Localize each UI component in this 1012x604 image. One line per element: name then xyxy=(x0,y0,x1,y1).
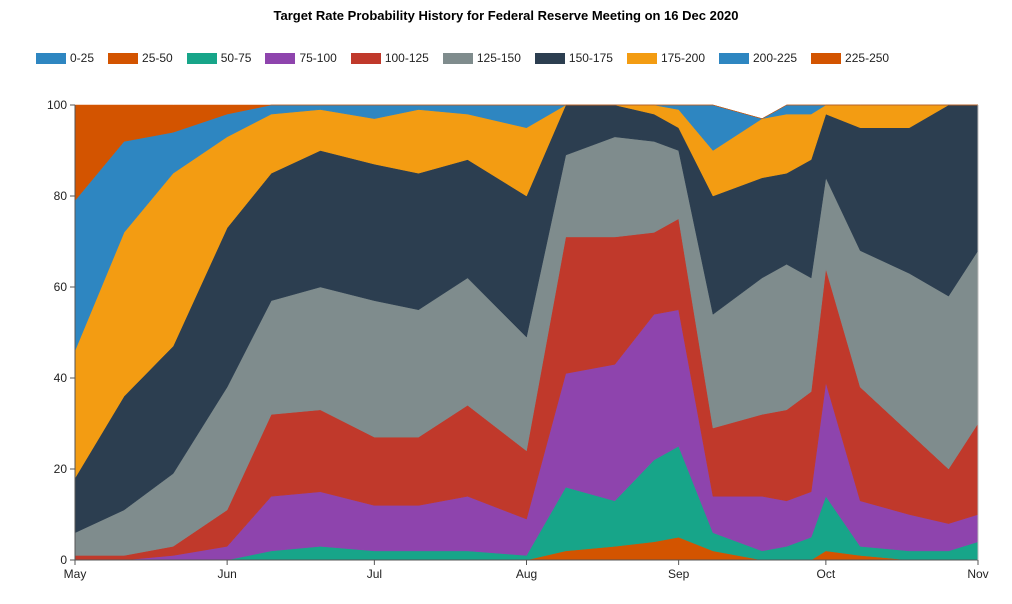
legend-item: 225-250 xyxy=(811,49,889,67)
y-tick-label: 40 xyxy=(54,371,68,385)
legend-item: 200-225 xyxy=(719,49,797,67)
legend-item: 50-75 xyxy=(186,49,252,67)
legend-swatch xyxy=(719,52,749,64)
legend-label: 0-25 xyxy=(70,51,95,65)
legend-label: 175-200 xyxy=(660,51,705,65)
legend-label: 100-125 xyxy=(384,51,429,65)
y-tick-label: 20 xyxy=(54,462,68,476)
legend-swatch xyxy=(108,52,139,64)
legend: 0-25 25-50 50-75 75-100 100-125 125-150 150-17… xyxy=(36,49,903,67)
area-series xyxy=(74,104,978,202)
y-tick-label: 80 xyxy=(54,189,68,203)
x-tick-label: Oct xyxy=(817,567,836,581)
legend-swatch xyxy=(442,52,473,64)
legend-label: 25-50 xyxy=(142,51,173,65)
legend-label: 200-225 xyxy=(753,51,798,65)
legend-swatch xyxy=(186,52,217,64)
legend-swatch xyxy=(626,52,657,64)
legend-item: 0-25 xyxy=(36,49,94,67)
legend-swatch xyxy=(36,52,66,64)
x-tick-label: Aug xyxy=(516,567,537,581)
legend-label: 225-250 xyxy=(845,51,890,65)
x-tick-label: Jun xyxy=(217,567,236,581)
chart-title: Target Rate Probability History for Fede… xyxy=(273,8,739,23)
legend-label: 50-75 xyxy=(220,51,252,65)
legend-item: 100-125 xyxy=(350,49,429,67)
legend-swatch xyxy=(534,52,565,64)
x-tick-label: Sep xyxy=(668,567,690,581)
legend-item: 75-100 xyxy=(265,49,337,67)
y-tick-label: 0 xyxy=(60,553,67,567)
y-tick-label: 60 xyxy=(54,280,68,294)
legend-item: 25-50 xyxy=(108,49,173,67)
legend-label: 75-100 xyxy=(299,51,337,65)
legend-item: 175-200 xyxy=(626,49,705,67)
legend-swatch xyxy=(265,52,296,64)
legend-item: 150-175 xyxy=(534,49,613,67)
x-tick-label: Jul xyxy=(367,567,382,581)
legend-swatch xyxy=(350,52,381,64)
x-tick-label: Nov xyxy=(967,567,988,581)
legend-swatch xyxy=(811,52,842,64)
x-tick-label: May xyxy=(64,567,87,581)
y-tick-label: 100 xyxy=(47,98,67,112)
legend-label: 150-175 xyxy=(568,51,613,65)
legend-item: 125-150 xyxy=(442,49,521,67)
legend-label: 125-150 xyxy=(476,51,521,65)
